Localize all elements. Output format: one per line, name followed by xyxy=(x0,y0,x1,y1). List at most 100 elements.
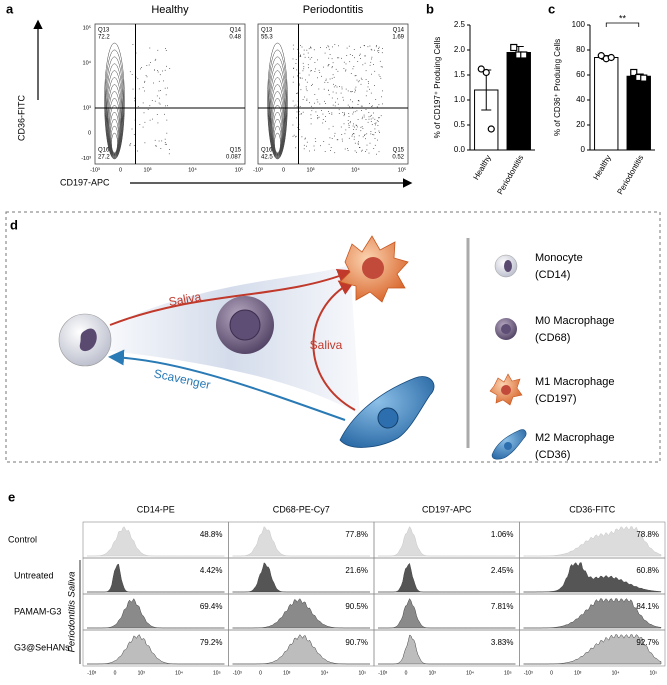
event-dot xyxy=(306,98,308,100)
event-dot xyxy=(377,125,379,126)
event-dot xyxy=(340,92,342,94)
contour xyxy=(106,70,123,158)
event-dot xyxy=(164,142,166,143)
panel-frame xyxy=(5,211,661,463)
quadrant-value: 55.3 xyxy=(261,35,273,41)
event-dot xyxy=(168,153,170,155)
contour xyxy=(106,77,123,157)
x-tick-label: -10³ xyxy=(378,670,387,676)
event-dot xyxy=(134,97,135,99)
event-dot xyxy=(378,151,380,153)
histogram xyxy=(523,562,662,593)
event-dot xyxy=(331,97,333,99)
column-title: CD68-PE-Cy7 xyxy=(273,504,330,514)
event-dot xyxy=(378,46,380,48)
event-dot xyxy=(372,105,373,107)
event-dot xyxy=(361,118,363,120)
contour xyxy=(104,49,125,159)
event-dot xyxy=(343,112,345,114)
event-dot xyxy=(311,110,313,112)
event-dot xyxy=(345,129,347,131)
event-dot xyxy=(146,65,148,66)
event-dot xyxy=(354,142,356,144)
event-dot xyxy=(132,44,134,45)
event-dot xyxy=(304,138,306,140)
event-dot xyxy=(363,114,365,116)
event-dot xyxy=(301,46,303,48)
event-dot xyxy=(130,143,132,144)
event-dot xyxy=(157,49,159,51)
event-dot xyxy=(340,126,342,128)
event-dot xyxy=(357,104,359,105)
event-dot xyxy=(146,76,148,78)
event-dot xyxy=(376,153,377,155)
event-dot xyxy=(370,115,371,117)
event-dot xyxy=(368,112,370,113)
event-dot xyxy=(306,145,307,147)
event-dot xyxy=(165,94,167,96)
event-dot xyxy=(352,106,353,108)
contour xyxy=(273,118,282,155)
event-dot xyxy=(376,45,377,46)
event-dot xyxy=(372,134,374,135)
arrow-label: Saliva xyxy=(310,338,343,352)
event-dot xyxy=(297,92,298,94)
event-dot xyxy=(361,126,363,128)
event-dot xyxy=(142,87,144,88)
event-dot xyxy=(347,90,349,92)
x-tick-label: 10³ xyxy=(283,670,291,676)
event-dot xyxy=(371,106,372,107)
event-dot xyxy=(376,120,378,121)
event-dot xyxy=(129,145,131,147)
event-dot xyxy=(295,104,297,106)
x-tick-label: 10³ xyxy=(138,670,146,676)
event-dot xyxy=(322,119,324,120)
data-point xyxy=(630,68,638,77)
event-dot xyxy=(361,110,362,111)
arrow-label: Saliva xyxy=(168,289,203,309)
quadrant-value: 72.2 xyxy=(98,35,110,41)
event-dot xyxy=(328,113,330,114)
histogram xyxy=(523,526,662,557)
histogram xyxy=(87,598,225,629)
event-dot xyxy=(341,86,343,88)
event-dot xyxy=(337,103,339,105)
x-tick-label: 10⁴ xyxy=(175,670,183,676)
event-dot xyxy=(292,124,294,126)
x-tick-label: -10³ xyxy=(87,670,96,676)
event-dot xyxy=(361,105,363,107)
quadrant-value: 42.5 xyxy=(261,155,273,161)
y-tick-label: 20 xyxy=(576,120,585,129)
event-dot xyxy=(137,150,138,152)
event-dot xyxy=(310,70,312,72)
quadrant-name: Q14 xyxy=(393,28,405,34)
event-dot xyxy=(331,67,333,69)
event-dot xyxy=(352,55,353,56)
x-tick-label: 0 xyxy=(550,670,553,676)
contour xyxy=(267,42,288,160)
event-dot xyxy=(316,99,318,101)
quadrant-value: 0.087 xyxy=(226,155,242,161)
event-dot xyxy=(357,81,359,83)
event-dot xyxy=(352,113,354,115)
event-dot xyxy=(362,136,364,138)
event-dot xyxy=(139,124,141,125)
histogram xyxy=(87,634,225,665)
event-dot xyxy=(346,47,348,49)
data-point xyxy=(640,74,648,82)
panel-label: a xyxy=(6,1,14,16)
event-dot xyxy=(380,115,382,117)
event-dot xyxy=(310,118,312,119)
event-dot xyxy=(364,55,366,57)
event-dot xyxy=(336,86,338,88)
event-dot xyxy=(144,80,146,82)
event-dot xyxy=(371,49,373,51)
event-dot xyxy=(300,55,302,57)
event-dot xyxy=(311,57,313,58)
event-dot xyxy=(365,119,367,120)
event-dot xyxy=(370,61,372,63)
event-dot xyxy=(321,110,322,111)
histogram-cell xyxy=(82,521,229,559)
event-dot xyxy=(148,64,150,66)
event-dot xyxy=(300,89,302,91)
